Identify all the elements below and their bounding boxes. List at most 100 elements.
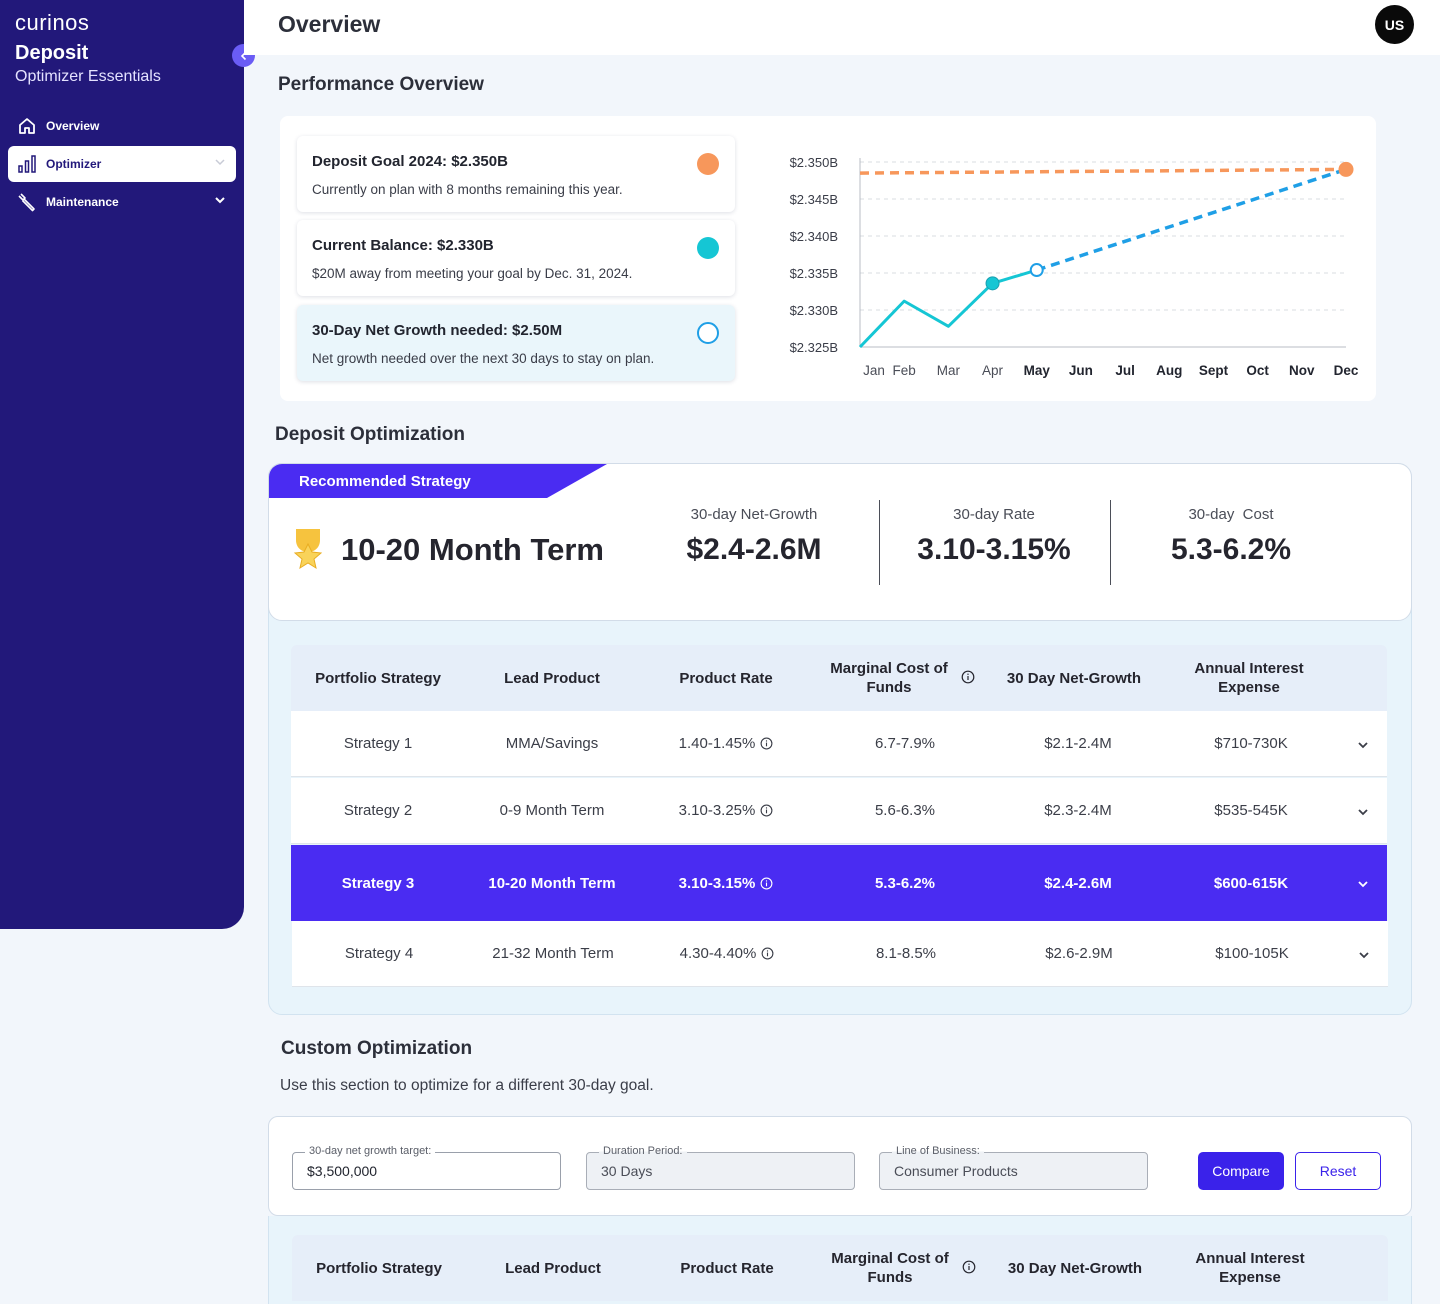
product-rate-cell: 3.10-3.15% <box>639 845 813 921</box>
interest-expense-cell: $100-105K <box>1172 921 1332 986</box>
cell-text: $710-730K <box>1214 735 1288 752</box>
product-rate-cell: 3.10-3.25% <box>639 778 813 843</box>
cell-text: 6.7-7.9% <box>874 735 936 752</box>
y-tick-label: $2.330B <box>790 303 838 318</box>
y-tick-label: $2.335B <box>790 266 838 281</box>
chevron-down-icon[interactable] <box>1357 877 1369 895</box>
cell-text: 1.40-1.45% <box>678 735 756 752</box>
recommended-ribbon <box>269 464 607 498</box>
column-header: Annual Interest Expense <box>1194 660 1304 696</box>
x-tick-label: Jul <box>1115 363 1135 378</box>
card-title: 30-Day Net Growth needed: $2.50M <box>312 322 563 339</box>
cell-text: $2.3-2.4M <box>1044 802 1112 819</box>
column-header: Lead Product <box>504 669 600 687</box>
avatar[interactable]: US <box>1375 5 1414 44</box>
cell-text: $535-545K <box>1214 802 1288 819</box>
sidebar-item-overview[interactable]: Overview <box>8 108 236 144</box>
info-icon[interactable] <box>962 1260 976 1279</box>
rate-metric: 30-day Rate 3.10-3.15% <box>884 506 1104 567</box>
sidebar-item-maintenance[interactable]: Maintenance <box>8 184 236 220</box>
metric-label: 30-day Net-Growth <box>690 506 818 523</box>
metric-divider <box>879 500 880 585</box>
marginal-cost-cell: 8.1-8.5% <box>819 921 993 986</box>
strategy-cell: Strategy 2 <box>291 778 465 843</box>
y-tick-label: $2.345B <box>790 192 838 207</box>
cell-text: 3.10-3.15% <box>678 874 756 892</box>
line-of-business-field: Line of Business: Consumer Products <box>879 1144 1148 1190</box>
table-row[interactable]: Strategy 2 0-9 Month Term 3.10-3.25% 5.6-6.… <box>291 778 1387 844</box>
metric-value: 3.10-3.15% <box>917 533 1071 566</box>
y-tick-label: $2.340B <box>790 229 838 244</box>
performance-panel: Deposit Goal 2024: $2.350B Currently on … <box>280 116 1376 401</box>
top-header: Overview US <box>244 0 1440 55</box>
column-header: Annual Interest Expense <box>1195 1250 1305 1286</box>
compare-button[interactable]: Compare <box>1198 1152 1284 1190</box>
marginal-cost-cell: 6.7-7.9% <box>818 711 992 776</box>
table-row-selected[interactable]: Strategy 3 10-20 Month Term 3.10-3.15% 5.3-… <box>291 845 1387 921</box>
cell-text: 5.6-6.3% <box>874 802 936 819</box>
chevron-down-icon[interactable] <box>1357 738 1369 756</box>
deposit-optimization-title: Deposit Optimization <box>275 424 465 445</box>
field-value: $3,500,000 <box>307 1163 378 1179</box>
info-icon[interactable] <box>761 947 774 960</box>
cell-text: Strategy 2 <box>343 802 413 819</box>
sidebar-item-label: Maintenance <box>46 195 119 209</box>
product-rate-cell: 1.40-1.45% <box>639 711 813 776</box>
column-header: Marginal Cost of Funds <box>818 645 960 711</box>
info-icon[interactable] <box>760 877 773 890</box>
x-tick-label: Nov <box>1289 363 1315 378</box>
data-point-apr <box>985 276 1000 291</box>
cell-text: Strategy 3 <box>341 874 415 892</box>
card-subtitle: Currently on plan with 8 months remainin… <box>312 182 623 197</box>
x-tick-label: Dec <box>1334 363 1359 378</box>
strategy-cell: Strategy 3 <box>291 845 465 921</box>
performance-overview-title: Performance Overview <box>278 74 484 95</box>
info-icon[interactable] <box>961 670 975 689</box>
info-icon[interactable] <box>760 804 773 817</box>
table-row[interactable]: Strategy 1 MMA/Savings 1.40-1.45% 6.7-7.9% $… <box>291 711 1387 777</box>
x-tick-label: Feb <box>893 363 916 378</box>
strategy-cell: Strategy 4 <box>292 921 466 986</box>
column-header: Portfolio Strategy <box>315 669 441 687</box>
sidebar-item-label: Overview <box>46 119 100 133</box>
marginal-cost-cell: 5.3-6.2% <box>818 845 992 921</box>
card-title: Deposit Goal 2024: $2.350B <box>312 153 508 170</box>
table-row[interactable]: Strategy 4 21-32 Month Term 4.30-4.40% 8.1-… <box>292 921 1388 987</box>
reset-button[interactable]: Reset <box>1295 1152 1381 1190</box>
net-growth-card: 30-Day Net Growth needed: $2.50M Net gro… <box>297 305 735 381</box>
table-header: Portfolio Strategy Lead Product Product … <box>292 1235 1388 1301</box>
field-label: Line of Business: <box>892 1144 984 1158</box>
field-label: 30-day net growth target: <box>305 1144 436 1158</box>
x-tick-label: Jun <box>1069 363 1093 378</box>
card-subtitle: $20M away from meeting your goal by Dec.… <box>312 266 633 281</box>
table-header: Portfolio Strategy Lead Product Product … <box>291 645 1387 711</box>
x-tick-label: May <box>1024 363 1051 378</box>
lead-product-cell: MMA/Savings <box>465 711 639 776</box>
x-tick-label: Apr <box>982 363 1004 378</box>
cost-metric: 30-day Cost 5.3-6.2% <box>1121 506 1341 567</box>
projection-legend-dot <box>697 322 719 344</box>
cell-text: MMA/Savings <box>505 735 599 752</box>
net-growth-target-input[interactable]: 30-day net growth target: $3,500,000 <box>292 1144 561 1190</box>
recommended-strategy-title: 10-20 Month Term <box>341 532 604 567</box>
series-line-projection <box>1036 167 1347 272</box>
interest-expense-cell: $535-545K <box>1171 778 1331 843</box>
x-tick-label: Oct <box>1246 363 1269 378</box>
metric-label: 30-day Cost <box>1188 506 1274 523</box>
cell-text: $2.6-2.9M <box>1045 945 1113 962</box>
column-header-label: Marginal Cost of Funds <box>831 1250 949 1286</box>
sidebar-item-optimizer[interactable]: Optimizer <box>8 146 236 182</box>
chevron-down-icon[interactable] <box>1357 805 1369 823</box>
info-icon[interactable] <box>760 737 773 750</box>
interest-expense-cell: $710-730K <box>1171 711 1331 776</box>
data-point-goal-dec <box>1338 161 1354 177</box>
app-title: Deposit <box>15 42 89 64</box>
performance-line-chart: $2.350B $2.345B $2.340B $2.335B $2.330B $2.32… <box>790 155 1359 378</box>
cell-text: 3.10-3.25% <box>678 802 756 819</box>
chevron-down-icon <box>214 194 226 209</box>
strategy-table: Portfolio Strategy Lead Product Product … <box>291 645 1388 989</box>
chevron-down-icon[interactable] <box>1358 948 1370 966</box>
goal-legend-dot <box>697 153 719 175</box>
series-line-actual-balance <box>858 268 1038 349</box>
x-tick-label: Mar <box>937 363 961 378</box>
